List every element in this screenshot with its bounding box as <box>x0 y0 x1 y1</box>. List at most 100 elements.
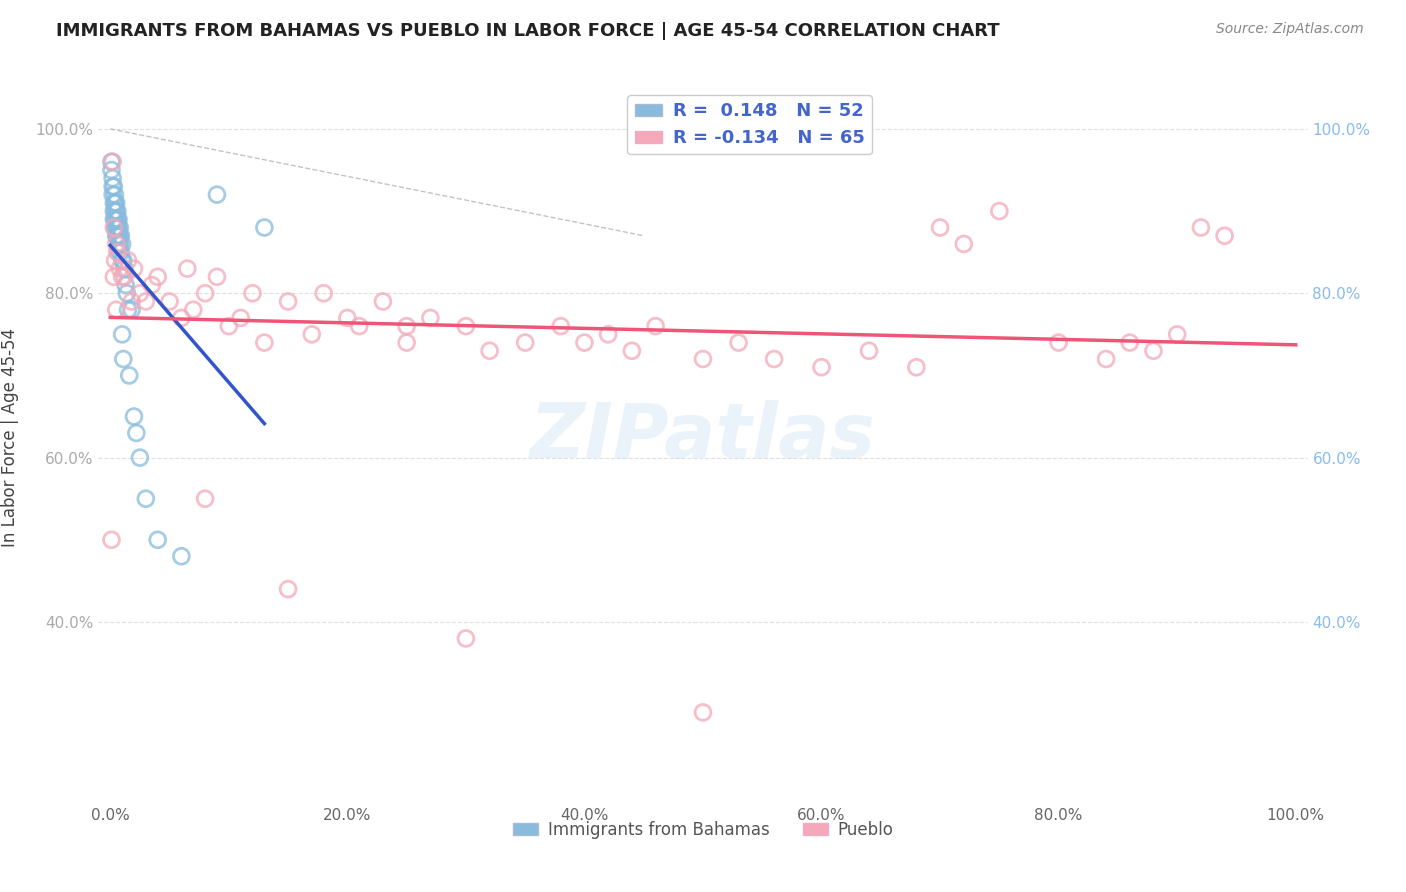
Point <box>858 343 880 358</box>
Point <box>111 327 134 342</box>
Point <box>336 310 359 325</box>
Point <box>135 294 157 309</box>
Point <box>242 286 264 301</box>
Point <box>101 154 124 169</box>
Point <box>129 286 152 301</box>
Point <box>114 269 136 284</box>
Point <box>103 220 125 235</box>
Point <box>121 294 143 309</box>
Text: ZIPatlas: ZIPatlas <box>530 401 876 474</box>
Point <box>104 187 127 202</box>
Point <box>105 195 128 210</box>
Point <box>620 343 643 358</box>
Point <box>159 294 181 309</box>
Point <box>1119 335 1142 350</box>
Point <box>810 360 832 375</box>
Point <box>118 368 141 383</box>
Point <box>105 204 128 219</box>
Point <box>111 236 134 251</box>
Point <box>105 228 128 243</box>
Point <box>229 310 252 325</box>
Text: IMMIGRANTS FROM BAHAMAS VS PUEBLO IN LABOR FORCE | AGE 45-54 CORRELATION CHART: IMMIGRANTS FROM BAHAMAS VS PUEBLO IN LAB… <box>56 22 1000 40</box>
Point <box>371 294 394 309</box>
Point <box>104 212 127 227</box>
Point <box>905 360 928 375</box>
Point <box>253 335 276 350</box>
Point <box>117 302 139 317</box>
Point <box>114 261 136 276</box>
Point <box>117 253 139 268</box>
Point <box>644 319 666 334</box>
Point <box>574 335 596 350</box>
Point <box>1047 335 1070 350</box>
Point <box>1142 343 1164 358</box>
Point <box>194 286 217 301</box>
Point <box>122 261 145 276</box>
Point <box>105 212 128 227</box>
Point <box>107 236 129 251</box>
Point <box>107 220 129 235</box>
Point <box>107 245 129 260</box>
Point <box>108 228 131 243</box>
Point <box>129 450 152 465</box>
Point <box>763 351 786 366</box>
Point <box>108 220 131 235</box>
Point <box>111 253 134 268</box>
Point <box>929 220 952 235</box>
Point <box>107 228 129 243</box>
Point <box>1189 220 1212 235</box>
Y-axis label: In Labor Force | Age 45-54: In Labor Force | Age 45-54 <box>1 327 18 547</box>
Point <box>692 706 714 720</box>
Point <box>205 187 228 202</box>
Point <box>277 582 299 596</box>
Point <box>395 335 418 350</box>
Point <box>454 319 477 334</box>
Point <box>122 409 145 424</box>
Legend: Immigrants from Bahamas, Pueblo: Immigrants from Bahamas, Pueblo <box>506 814 900 846</box>
Point <box>988 204 1011 219</box>
Point <box>111 269 134 284</box>
Point <box>277 294 299 309</box>
Point <box>115 286 138 301</box>
Point <box>135 491 157 506</box>
Point <box>110 228 132 243</box>
Point <box>112 253 135 268</box>
Point <box>105 236 128 251</box>
Point <box>100 154 122 169</box>
Point <box>141 278 163 293</box>
Point <box>104 253 127 268</box>
Point <box>101 187 124 202</box>
Point <box>598 327 620 342</box>
Point <box>1166 327 1188 342</box>
Point <box>176 261 198 276</box>
Point <box>692 351 714 366</box>
Point <box>1213 228 1236 243</box>
Point <box>105 220 128 235</box>
Point <box>218 319 240 334</box>
Point <box>110 245 132 260</box>
Point <box>103 179 125 194</box>
Point <box>478 343 501 358</box>
Point <box>253 220 276 235</box>
Point <box>194 491 217 506</box>
Point <box>301 327 323 342</box>
Point <box>101 171 124 186</box>
Point <box>103 195 125 210</box>
Point <box>550 319 572 334</box>
Point <box>105 228 128 243</box>
Point <box>108 236 131 251</box>
Point <box>104 195 127 210</box>
Point <box>170 549 193 564</box>
Point <box>100 163 122 178</box>
Point <box>146 533 169 547</box>
Point <box>105 220 128 235</box>
Point <box>952 236 974 251</box>
Point <box>105 212 128 227</box>
Point <box>395 319 418 334</box>
Point <box>125 425 148 440</box>
Point <box>112 351 135 366</box>
Point <box>727 335 749 350</box>
Point <box>515 335 537 350</box>
Point <box>205 269 228 284</box>
Text: Source: ZipAtlas.com: Source: ZipAtlas.com <box>1216 22 1364 37</box>
